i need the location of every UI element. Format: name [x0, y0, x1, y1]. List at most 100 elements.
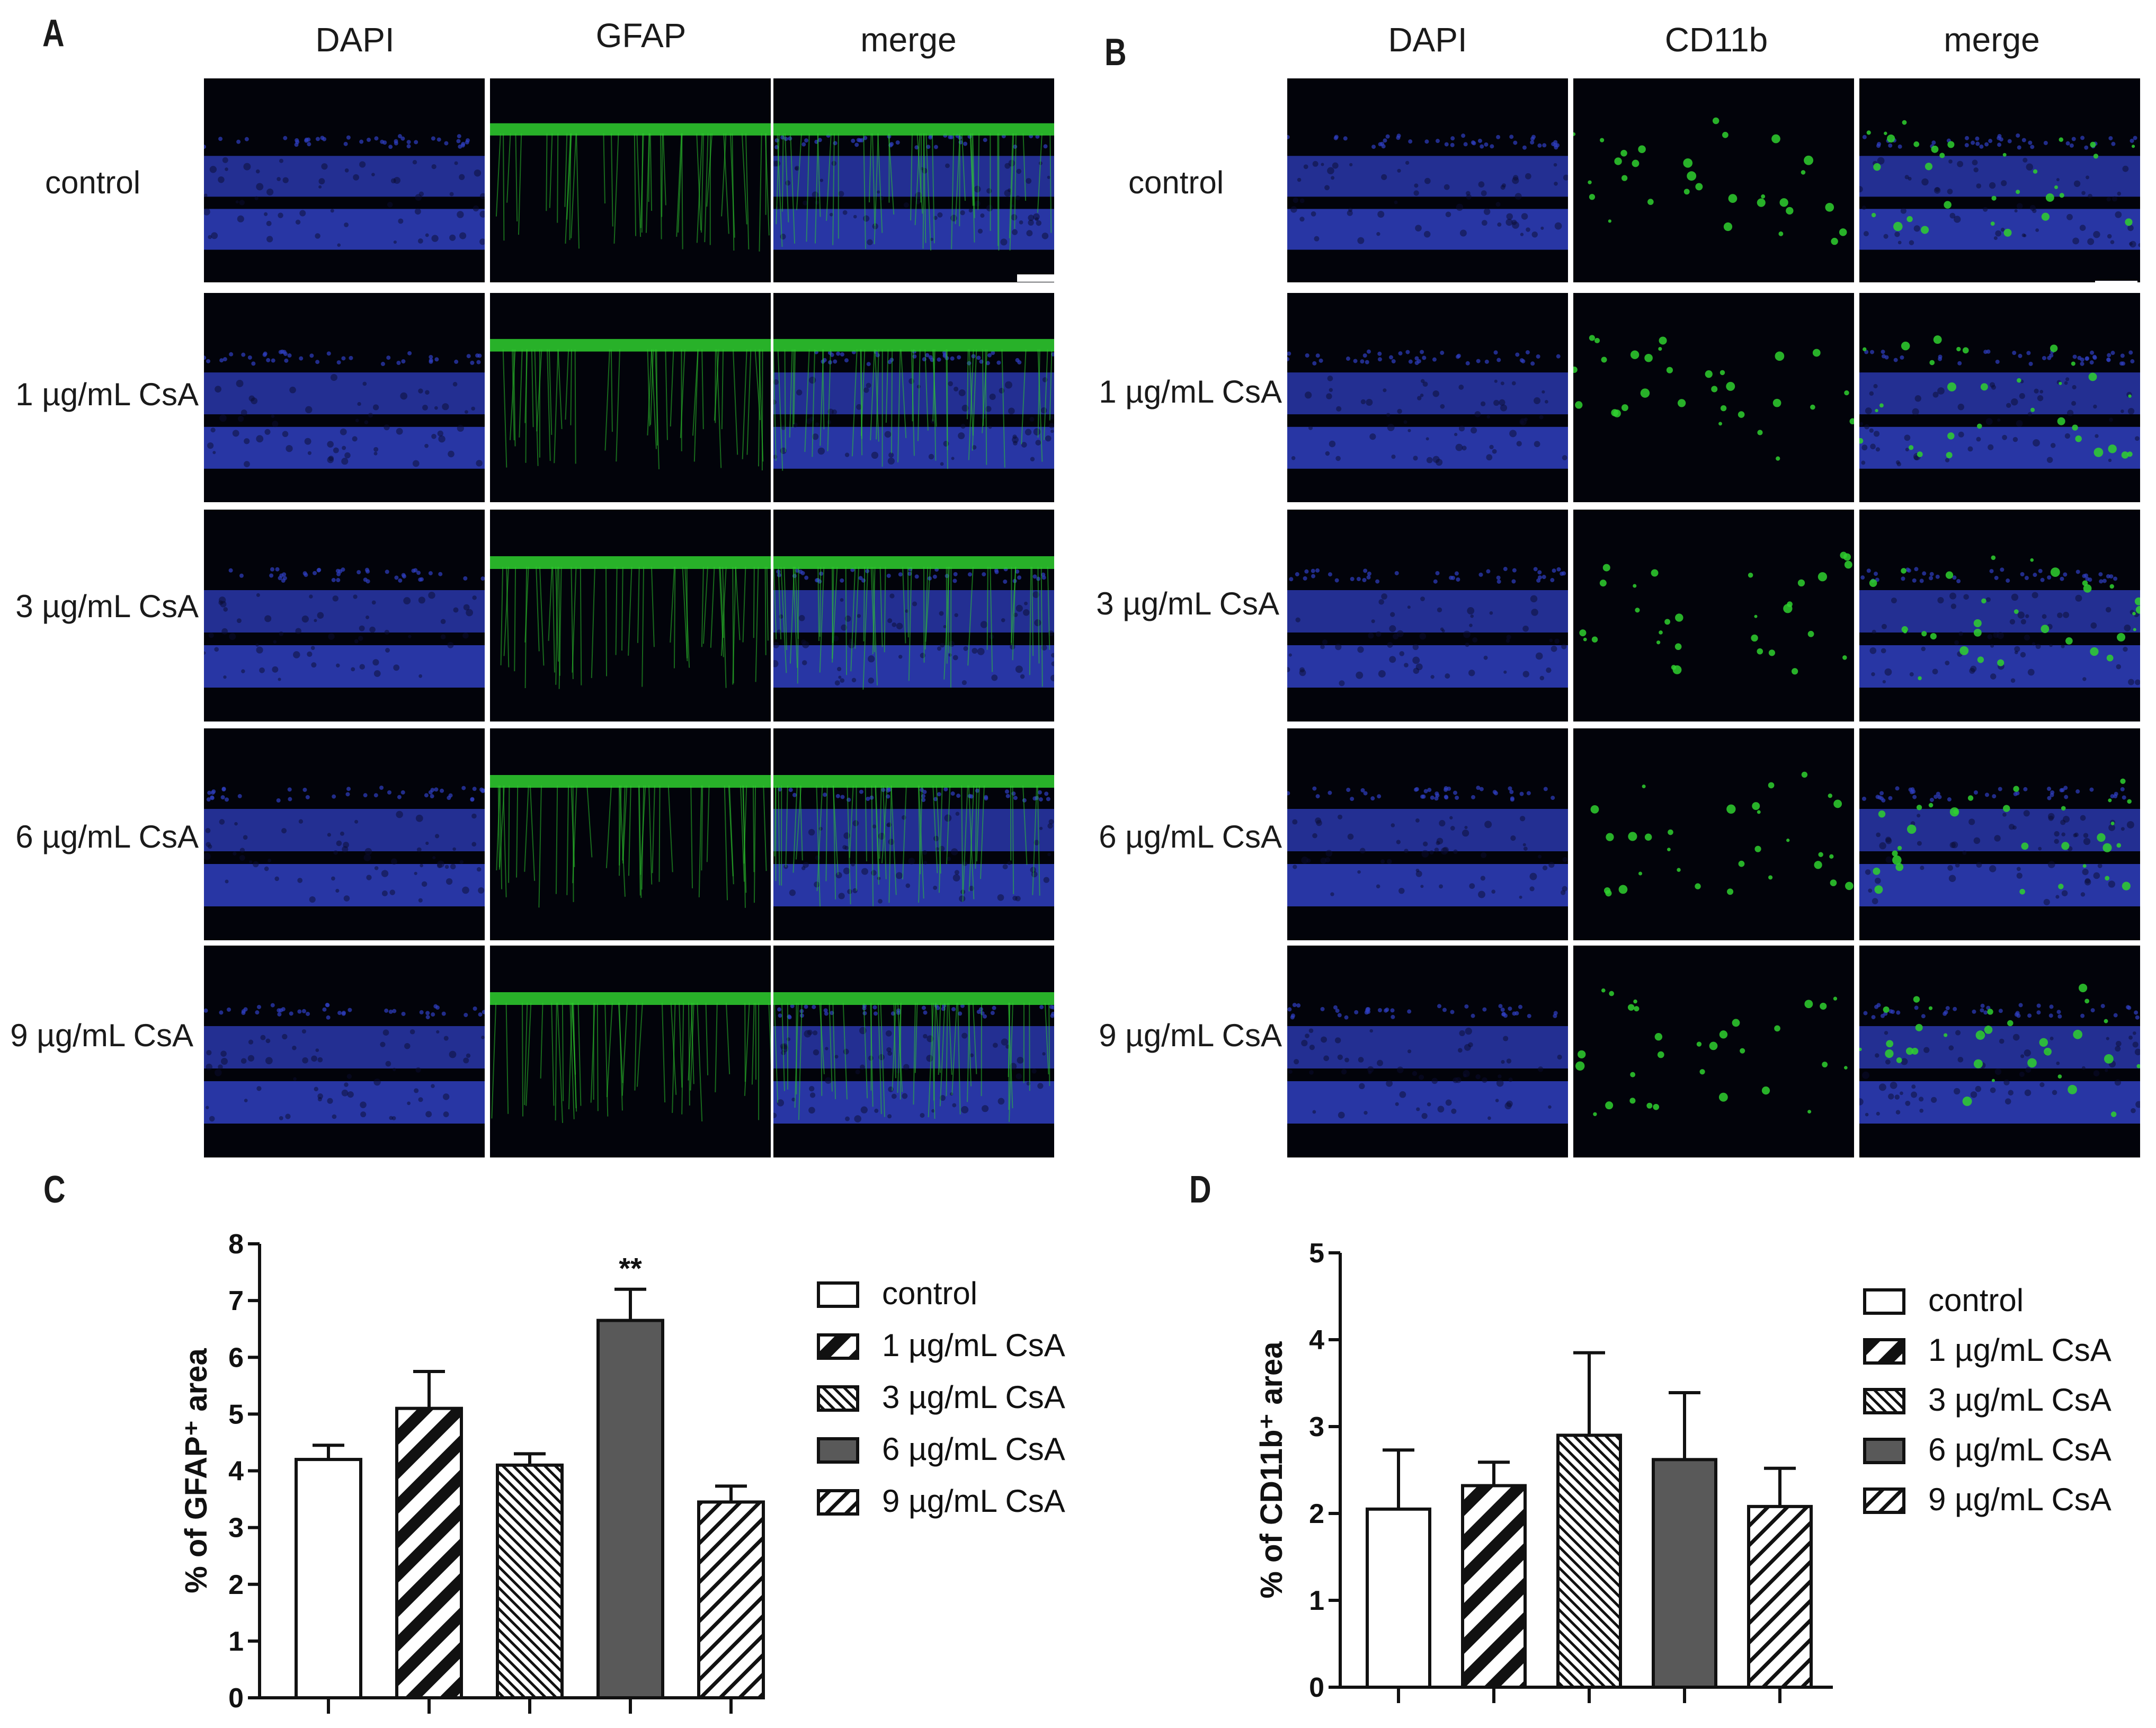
y-tick-label: 6	[228, 1342, 244, 1373]
legend-swatch-0	[817, 1281, 859, 1308]
legend-swatch-1	[1863, 1338, 1905, 1365]
bar-1	[1461, 1484, 1527, 1689]
micrograph-b-r3-c1	[1573, 728, 1854, 940]
bar-4	[1747, 1504, 1813, 1689]
y-axis-label: % of GFAP⁺ area	[179, 1348, 213, 1593]
legend-label-4: 9 µg/mL CsA	[1928, 1482, 2112, 1517]
y-tick-label: 5	[1309, 1238, 1324, 1269]
micrograph-a-r3-c2	[773, 728, 1054, 940]
bar-2	[1556, 1433, 1622, 1689]
row-label-a-1: 1 µg/mL CsA	[15, 377, 199, 412]
y-tick-label: 4	[1309, 1325, 1324, 1356]
legend-swatch-4	[817, 1489, 859, 1516]
y-tick-label: 3	[1309, 1412, 1324, 1442]
legend-label-4: 9 µg/mL CsA	[882, 1483, 1065, 1519]
y-tick-label: 1	[228, 1626, 244, 1657]
micrograph-b-r4-c2	[1859, 946, 2140, 1157]
column-header-gfap: GFAP	[595, 16, 687, 55]
legend-swatch-2	[817, 1385, 859, 1412]
row-label-b-9: 9 µg/mL CsA	[1099, 1018, 1282, 1053]
micrograph-b-r4-c1	[1573, 946, 1854, 1157]
row-label-b-control: control	[1128, 165, 1224, 200]
bar-1	[395, 1406, 463, 1700]
y-tick-label: 4	[228, 1456, 244, 1487]
micrograph-b-r1-c2	[1859, 293, 2140, 502]
chart-c: 0 1 2 3 4 5 6 7 8 % of GFAP⁺ area ** control 1 µg/mL…	[179, 1229, 1065, 1714]
legend-label-0: control	[882, 1276, 977, 1311]
bar-0	[1366, 1507, 1431, 1689]
legend-swatch-0	[1863, 1288, 1905, 1315]
micrograph-b-r2-c1	[1573, 510, 1854, 722]
legend-label-0: control	[1928, 1282, 2024, 1318]
micrograph-a-r2-c2	[773, 510, 1054, 722]
bar-4	[697, 1500, 765, 1699]
chart-d: 0 1 2 3 4 5 % of CD11b⁺ area control 1 µg/mL CsA…	[1254, 1238, 2112, 1703]
bar-2	[496, 1463, 564, 1700]
legend-swatch-3	[817, 1437, 859, 1464]
micrograph-b-r3-c0	[1287, 728, 1568, 940]
legend-label-3: 6 µg/mL CsA	[882, 1431, 1065, 1467]
row-label-b-1: 1 µg/mL CsA	[1099, 374, 1282, 409]
micrograph-a-r1-c0	[204, 293, 485, 502]
bar-3	[596, 1319, 664, 1699]
legend-label-1: 1 µg/mL CsA	[882, 1328, 1065, 1363]
panel-letter-d: D	[1189, 1169, 1211, 1211]
y-tick-label: 7	[228, 1286, 244, 1316]
micrograph-a-r2-c0	[204, 510, 485, 722]
y-tick-label: 0	[1309, 1672, 1324, 1703]
legend-swatch-3	[1863, 1438, 1905, 1464]
micrograph-a-r4-c0	[204, 946, 485, 1157]
column-header-dapi-b: DAPI	[1388, 21, 1467, 59]
row-label-b-3: 3 µg/mL CsA	[1096, 586, 1279, 621]
panel-letter-a: A	[42, 12, 65, 55]
column-header-dapi-a: DAPI	[315, 21, 395, 59]
micrograph-a-r4-c2	[773, 946, 1054, 1157]
micrograph-a-r2-c1	[490, 510, 771, 722]
legend-label-1: 1 µg/mL CsA	[1928, 1332, 2112, 1368]
y-tick-label: 1	[1309, 1586, 1324, 1616]
y-tick-label: 5	[228, 1399, 244, 1430]
micrograph-b-r1-c0	[1287, 293, 1568, 502]
y-tick-label: 2	[1309, 1499, 1324, 1529]
micrograph-a-r0-c0	[204, 78, 485, 282]
y-axis-label: % of CD11b⁺ area	[1254, 1341, 1289, 1599]
scale-bar-a	[1017, 274, 1054, 282]
y-tick-label: 2	[228, 1570, 244, 1600]
column-header-merge-a: merge	[860, 21, 957, 59]
micrograph-b-r4-c0	[1287, 946, 1568, 1157]
micrograph-b-r0-c1	[1573, 78, 1854, 282]
row-label-a-6: 6 µg/mL CsA	[15, 819, 199, 854]
micrograph-b-r1-c1	[1573, 293, 1854, 502]
y-tick-label: 3	[228, 1513, 244, 1544]
panel-letter-c: C	[43, 1169, 66, 1211]
row-label-a-3: 3 µg/mL CsA	[15, 589, 199, 624]
micrograph-b-r3-c2	[1859, 728, 2140, 940]
bar-0	[295, 1458, 362, 1699]
y-tick-label: 8	[228, 1229, 244, 1260]
panel-letter-b: B	[1104, 31, 1127, 74]
micrograph-b-r2-c2	[1859, 510, 2140, 722]
y-tick-label: 0	[228, 1683, 244, 1714]
legend-swatch-4	[1863, 1487, 1905, 1514]
micrograph-a-r1-c1	[490, 293, 771, 502]
micrograph-b-r0-c0	[1287, 78, 1568, 282]
row-label-a-9: 9 µg/mL CsA	[10, 1018, 193, 1053]
micrograph-a-r1-c2	[773, 293, 1054, 502]
legend-label-3: 6 µg/mL CsA	[1928, 1432, 2112, 1467]
micrograph-a-r3-c0	[204, 728, 485, 940]
row-label-b-6: 6 µg/mL CsA	[1099, 819, 1282, 854]
micrograph-a-r4-c1	[490, 946, 771, 1157]
bar-3	[1652, 1458, 1717, 1689]
micrograph-a-r3-c1	[490, 728, 771, 940]
micrograph-b-r0-c2	[1859, 78, 2140, 282]
legend-label-2: 3 µg/mL CsA	[1928, 1382, 2112, 1418]
column-header-cd11b: CD11b	[1664, 21, 1768, 59]
micrograph-b-r2-c0	[1287, 510, 1568, 722]
micrograph-a-r0-c2	[773, 78, 1054, 282]
micrograph-a-r0-c1	[490, 78, 771, 282]
column-header-merge-b: merge	[1944, 21, 2040, 59]
legend-label-2: 3 µg/mL CsA	[882, 1379, 1065, 1415]
scale-bar-b	[2095, 281, 2137, 288]
legend-swatch-2	[1863, 1388, 1905, 1414]
